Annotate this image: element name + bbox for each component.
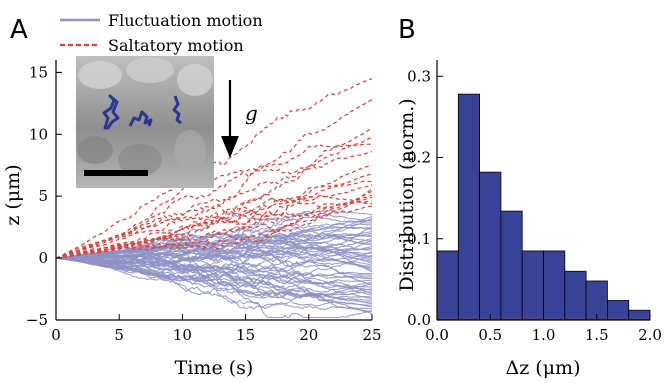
x-tick-label: 10: [173, 326, 192, 344]
histogram-bar: [628, 309, 651, 321]
histogram-bars: [436, 93, 651, 321]
hist-x-ticks: 0.0 0.5 1.0 1.5 2.0: [425, 314, 662, 344]
legend-label-saltatory: Saltatory motion: [108, 36, 244, 55]
x-tick-label: 5: [114, 326, 124, 344]
fluctuation-trajectory: [55, 219, 373, 264]
trajectory-2: [128, 110, 153, 127]
gravity-arrow: [221, 80, 239, 158]
hist-y-tick-label: 0.2: [407, 149, 431, 167]
y-tick-label: −5: [26, 311, 48, 329]
histogram-bar: [500, 210, 523, 321]
y-tick-label: 10: [29, 125, 48, 143]
x-tick-label: 20: [299, 326, 318, 344]
hist-y-tick-label: 0.1: [407, 230, 431, 248]
x-tick-label: 15: [236, 326, 255, 344]
hist-x-tick-label: 0.5: [478, 326, 502, 344]
saltatory-trajectory: [55, 196, 373, 259]
saltatory-trajectory: [55, 127, 373, 259]
histogram-bar: [543, 250, 566, 321]
inset-micrograph: [76, 56, 214, 188]
saltatory-trajectory: [55, 194, 373, 259]
hist-x-tick-label: 0.0: [425, 326, 449, 344]
trajectory-1: [102, 94, 120, 130]
saltatory-trajectory: [55, 205, 373, 259]
x-ticks: 0 5 10 15 20 25: [51, 314, 382, 344]
hist-x-tick-label: 1.0: [532, 326, 556, 344]
hist-x-tick-label: 2.0: [638, 326, 662, 344]
y-axis-label: z (μm): [2, 164, 24, 225]
fluctuation-trajectory: [55, 257, 373, 315]
hist-x-axis-label: Δz (μm): [506, 357, 581, 379]
hist-y-tick-label: 0.0: [407, 311, 431, 329]
histogram-bar: [564, 270, 587, 321]
y-tick-label: 5: [38, 187, 48, 205]
y-tick-label: 15: [29, 63, 48, 81]
fluctuation-trajectory: [55, 257, 373, 311]
fluctuation-trajectory: [55, 257, 373, 277]
fluctuation-trajectory: [55, 257, 373, 290]
legend: Fluctuation motion Saltatory motion: [60, 11, 263, 55]
histogram-bar: [607, 300, 630, 321]
saltatory-trajectory: [55, 173, 373, 259]
saltatory-trajectory: [55, 151, 373, 259]
y-ticks: −5 0 5 10 15: [26, 63, 62, 329]
hist-y-tick-label: 0.3: [407, 67, 431, 85]
histogram-bar: [521, 250, 544, 321]
fluctuation-trajectory: [55, 257, 372, 287]
trajectory-3: [172, 95, 182, 125]
fluctuation-trajectory: [55, 215, 373, 259]
saltatory-trajectory: [55, 143, 372, 259]
fluctuation-lines: [55, 209, 373, 319]
fluctuation-trajectory: [55, 257, 373, 299]
hist-y-ticks: 0.0 0.1 0.2 0.3: [407, 67, 443, 329]
x-tick-label: 25: [362, 326, 381, 344]
saltatory-trajectory: [55, 190, 373, 259]
saltatory-trajectory: [55, 184, 373, 259]
legend-label-fluctuation: Fluctuation motion: [108, 11, 263, 30]
panel-a-label: A: [10, 15, 28, 45]
gravity-label: g: [245, 101, 258, 125]
histogram-bar: [436, 250, 459, 321]
hist-x-tick-label: 1.5: [585, 326, 609, 344]
x-tick-label: 0: [51, 326, 61, 344]
saltatory-trajectory: [55, 200, 373, 259]
y-tick-label: 0: [38, 249, 48, 267]
scale-bar: [84, 170, 148, 176]
panel-b-label: B: [398, 15, 416, 45]
histogram-bar: [457, 93, 480, 321]
x-axis-label: Time (s): [175, 357, 254, 379]
hist-y-axis-label: Distribution (norm.): [396, 98, 418, 291]
histogram-bar: [479, 171, 502, 321]
fluctuation-trajectory: [55, 226, 373, 273]
saltatory-trajectory: [55, 188, 373, 259]
histogram-chart: 0.0 0.5 1.0 1.5 2.0 0.0 0.1 0.2 0.3 Δz (μm) Dis…: [396, 60, 662, 379]
